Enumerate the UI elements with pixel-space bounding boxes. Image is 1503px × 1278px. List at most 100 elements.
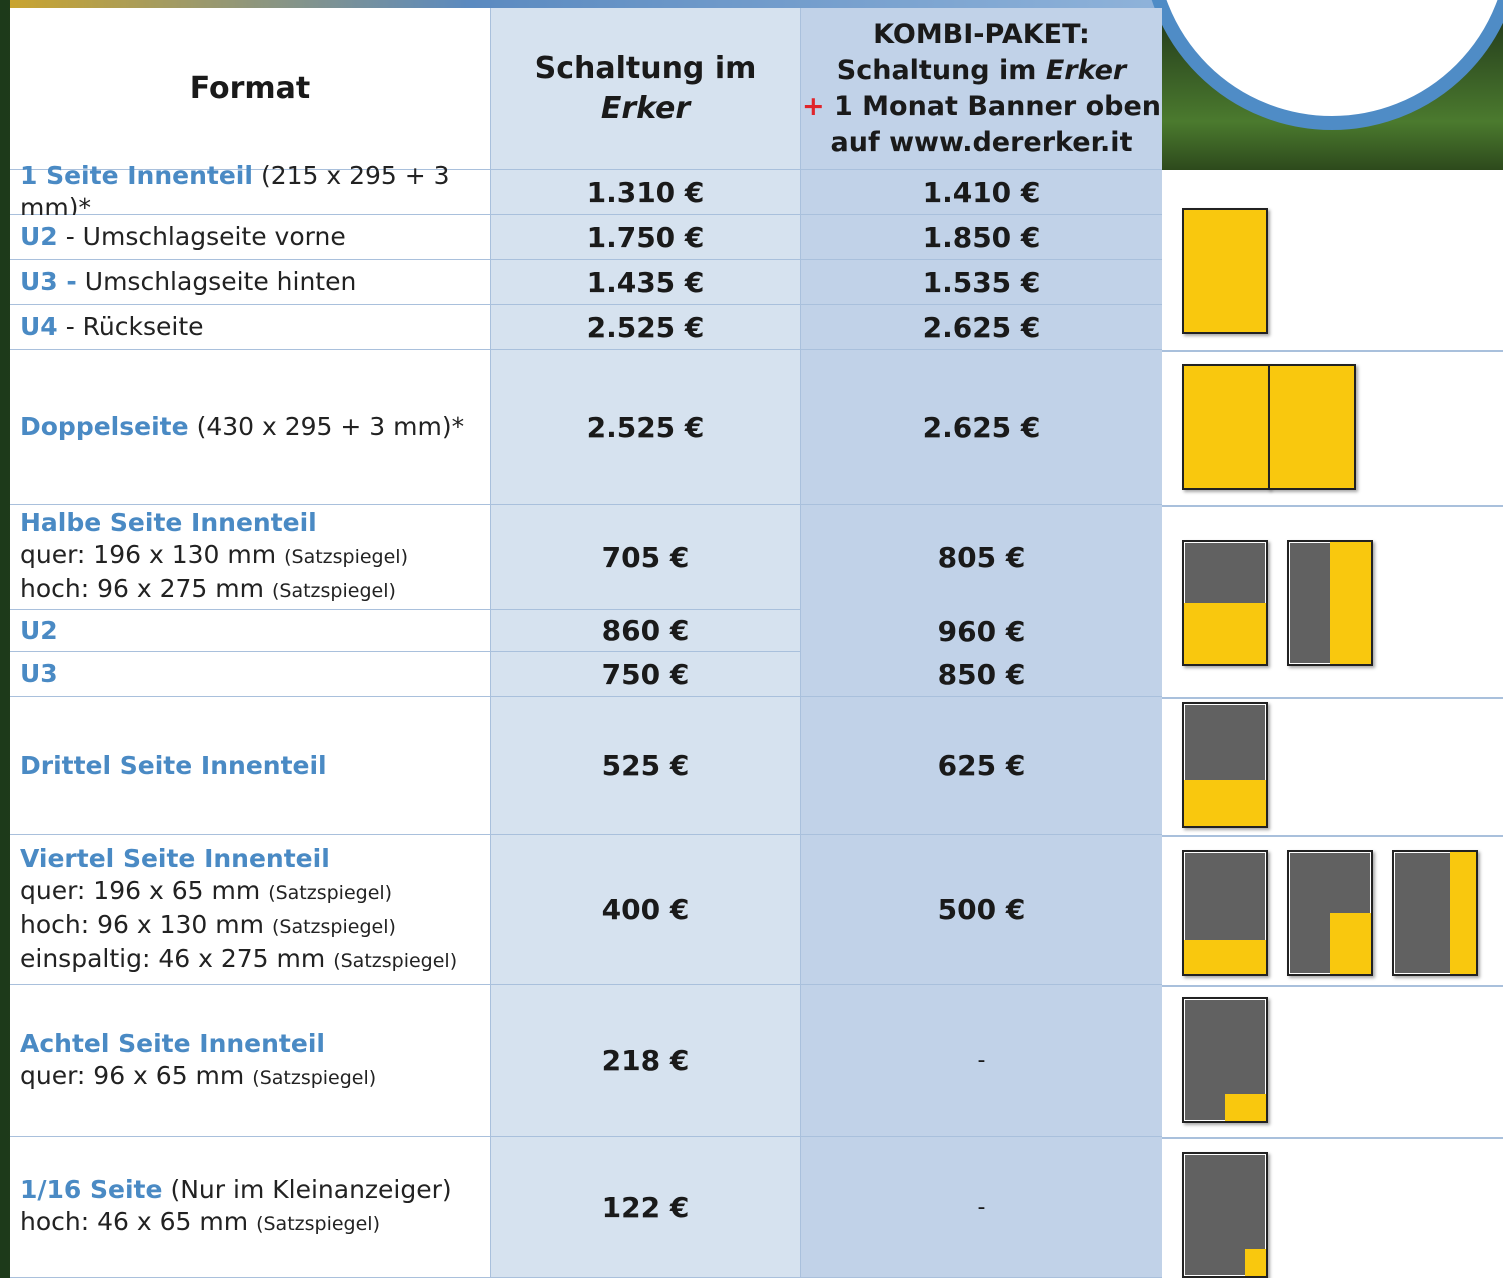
price-cell: 1.750 € <box>490 215 800 260</box>
price-cell: 860 € <box>490 610 800 652</box>
page-icon <box>1268 364 1356 490</box>
kombi-price: 1.535 € <box>922 265 1041 299</box>
header-text: Schaltung im <box>534 50 757 86</box>
format-cell: U4- Rückseite <box>10 305 490 350</box>
price-cell: 705 € <box>490 505 800 610</box>
kombi-cell: 2.625 € <box>800 305 1162 350</box>
price: 750 € <box>601 657 690 691</box>
page-icon <box>1287 540 1373 666</box>
price-cell: 400 € <box>490 835 800 985</box>
kombi-price: 850 € <box>937 657 1026 691</box>
price: 860 € <box>601 614 690 647</box>
ad-area <box>1330 913 1371 974</box>
format-spec: einspaltig: 46 x 275 mm (Satzspiegel) <box>20 943 490 977</box>
format-line: U4- Rückseite <box>20 311 490 343</box>
kombi-cell: 500 € <box>800 835 1162 985</box>
ad-area <box>1184 939 1266 974</box>
row-line <box>1162 505 1503 507</box>
spec-note: (Satzspiegel) <box>268 881 393 904</box>
header-text: auf www.dererker.it <box>830 126 1133 158</box>
page-icon <box>1182 702 1268 828</box>
format-title: Halbe Seite Innenteil <box>20 508 317 537</box>
price: 122 € <box>601 1190 690 1224</box>
page-icon <box>1287 850 1373 976</box>
format-detail: - Umschlagseite vorne <box>65 222 346 251</box>
format-cell: 1 Seite Innenteil (215 x 295 + 3 mm)* <box>10 161 490 222</box>
row-line <box>1162 697 1503 699</box>
spec-text: einspaltig: 46 x 275 mm <box>20 943 326 973</box>
price-cell: 218 € <box>490 985 800 1137</box>
format-title: Doppelseite <box>20 412 189 441</box>
row-line <box>1162 1137 1503 1139</box>
price: 525 € <box>601 749 690 782</box>
spec-text: hoch: 96 x 130 mm <box>20 909 264 939</box>
plus: + <box>801 90 825 122</box>
page-icon <box>1182 540 1268 666</box>
ad-area <box>1244 1249 1266 1276</box>
page-icon <box>1182 850 1268 976</box>
format-line: Viertel Seite Innenteil <box>20 843 490 875</box>
price: 1.310 € <box>586 175 705 209</box>
price-cell: 122 € <box>490 1137 800 1278</box>
header-text: 1 Monat Banner oben <box>833 90 1162 122</box>
header-format: Format <box>10 8 490 170</box>
format-spec: quer: 96 x 65 mm (Satzspiegel) <box>20 1060 490 1094</box>
page-icon <box>1182 1152 1268 1278</box>
spec-note: (Satzspiegel) <box>256 1213 380 1235</box>
ad-area <box>1184 603 1266 664</box>
format-cell: U2 <box>10 610 490 652</box>
kombi-price: - <box>977 1194 986 1220</box>
format-title: 1/16 Seite <box>20 1175 163 1204</box>
kombi-price: 500 € <box>937 893 1026 926</box>
row-line <box>1162 835 1503 837</box>
ad-area <box>1184 779 1266 826</box>
format-title: U4 <box>20 312 58 341</box>
format-detail: (Nur im Kleinanzeiger) <box>170 1175 452 1204</box>
format-detail: Umschlagseite hinten <box>84 267 357 296</box>
ad-area <box>1184 366 1268 488</box>
price: 1.750 € <box>586 220 705 254</box>
kombi-price: 2.625 € <box>922 410 1041 444</box>
page-icon <box>1182 364 1270 490</box>
spec-text: hoch: 46 x 65 mm <box>20 1207 249 1236</box>
header-text: KOMBI-PAKET: <box>873 18 1090 50</box>
spec-text: quer: 96 x 65 mm <box>20 1060 245 1090</box>
spec-note: (Satzspiegel) <box>252 1066 377 1089</box>
header-text: Schaltung im <box>836 54 1037 86</box>
price: 2.525 € <box>586 310 705 344</box>
page-icon <box>1182 208 1268 334</box>
format-cell: Achtel Seite Innenteil quer: 96 x 65 mm (S… <box>10 985 490 1137</box>
header-schaltung: Schaltung im Erker <box>490 8 800 170</box>
kombi-cell: - <box>800 985 1162 1137</box>
spec-text: quer: 196 x 65 mm <box>20 875 261 905</box>
format-cell: Viertel Seite Innenteil quer: 196 x 65 mm… <box>10 835 490 985</box>
header-kombi: KOMBI-PAKET: Schaltung im Erker + 1 Mona… <box>800 8 1162 170</box>
format-title: Viertel Seite Innenteil <box>20 843 330 873</box>
spec-note: (Satzspiegel) <box>284 546 409 568</box>
header-line: Schaltung im Erker <box>837 53 1126 89</box>
format-spec: quer: 196 x 65 mm (Satzspiegel) <box>20 875 490 909</box>
format-detail: - Rückseite <box>65 312 204 341</box>
header-line: + 1 Monat Banner oben <box>802 89 1161 125</box>
format-spec: hoch: 96 x 275 mm (Satzspiegel) <box>20 573 490 607</box>
spec-note: (Satzspiegel) <box>271 915 396 938</box>
spec-text: quer: 196 x 130 mm <box>20 540 277 569</box>
format-line: 1 Seite Innenteil (215 x 295 + 3 mm)* <box>20 160 490 224</box>
format-line: Doppelseite (430 x 295 + 3 mm)* <box>20 411 490 443</box>
price-cell: 1.310 € <box>490 170 800 215</box>
kombi-price: - <box>977 1048 986 1073</box>
format-title: U3 - <box>20 267 77 296</box>
price-cell: 750 € <box>490 652 800 697</box>
format-cell: U2- Umschlagseite vorne <box>10 215 490 260</box>
row-line <box>1162 985 1503 987</box>
kombi-cell: 2.625 € <box>800 350 1162 505</box>
ad-area <box>1184 210 1266 332</box>
kombi-cell: 1.850 € <box>800 215 1162 260</box>
kombi-price: 1.410 € <box>922 175 1041 209</box>
format-line: U3 - Umschlagseite hinten <box>20 266 490 298</box>
format-line: Halbe Seite Innenteil <box>20 507 490 539</box>
price: 400 € <box>601 893 690 926</box>
format-line: U3 <box>20 658 490 690</box>
page-icon <box>1182 997 1268 1123</box>
